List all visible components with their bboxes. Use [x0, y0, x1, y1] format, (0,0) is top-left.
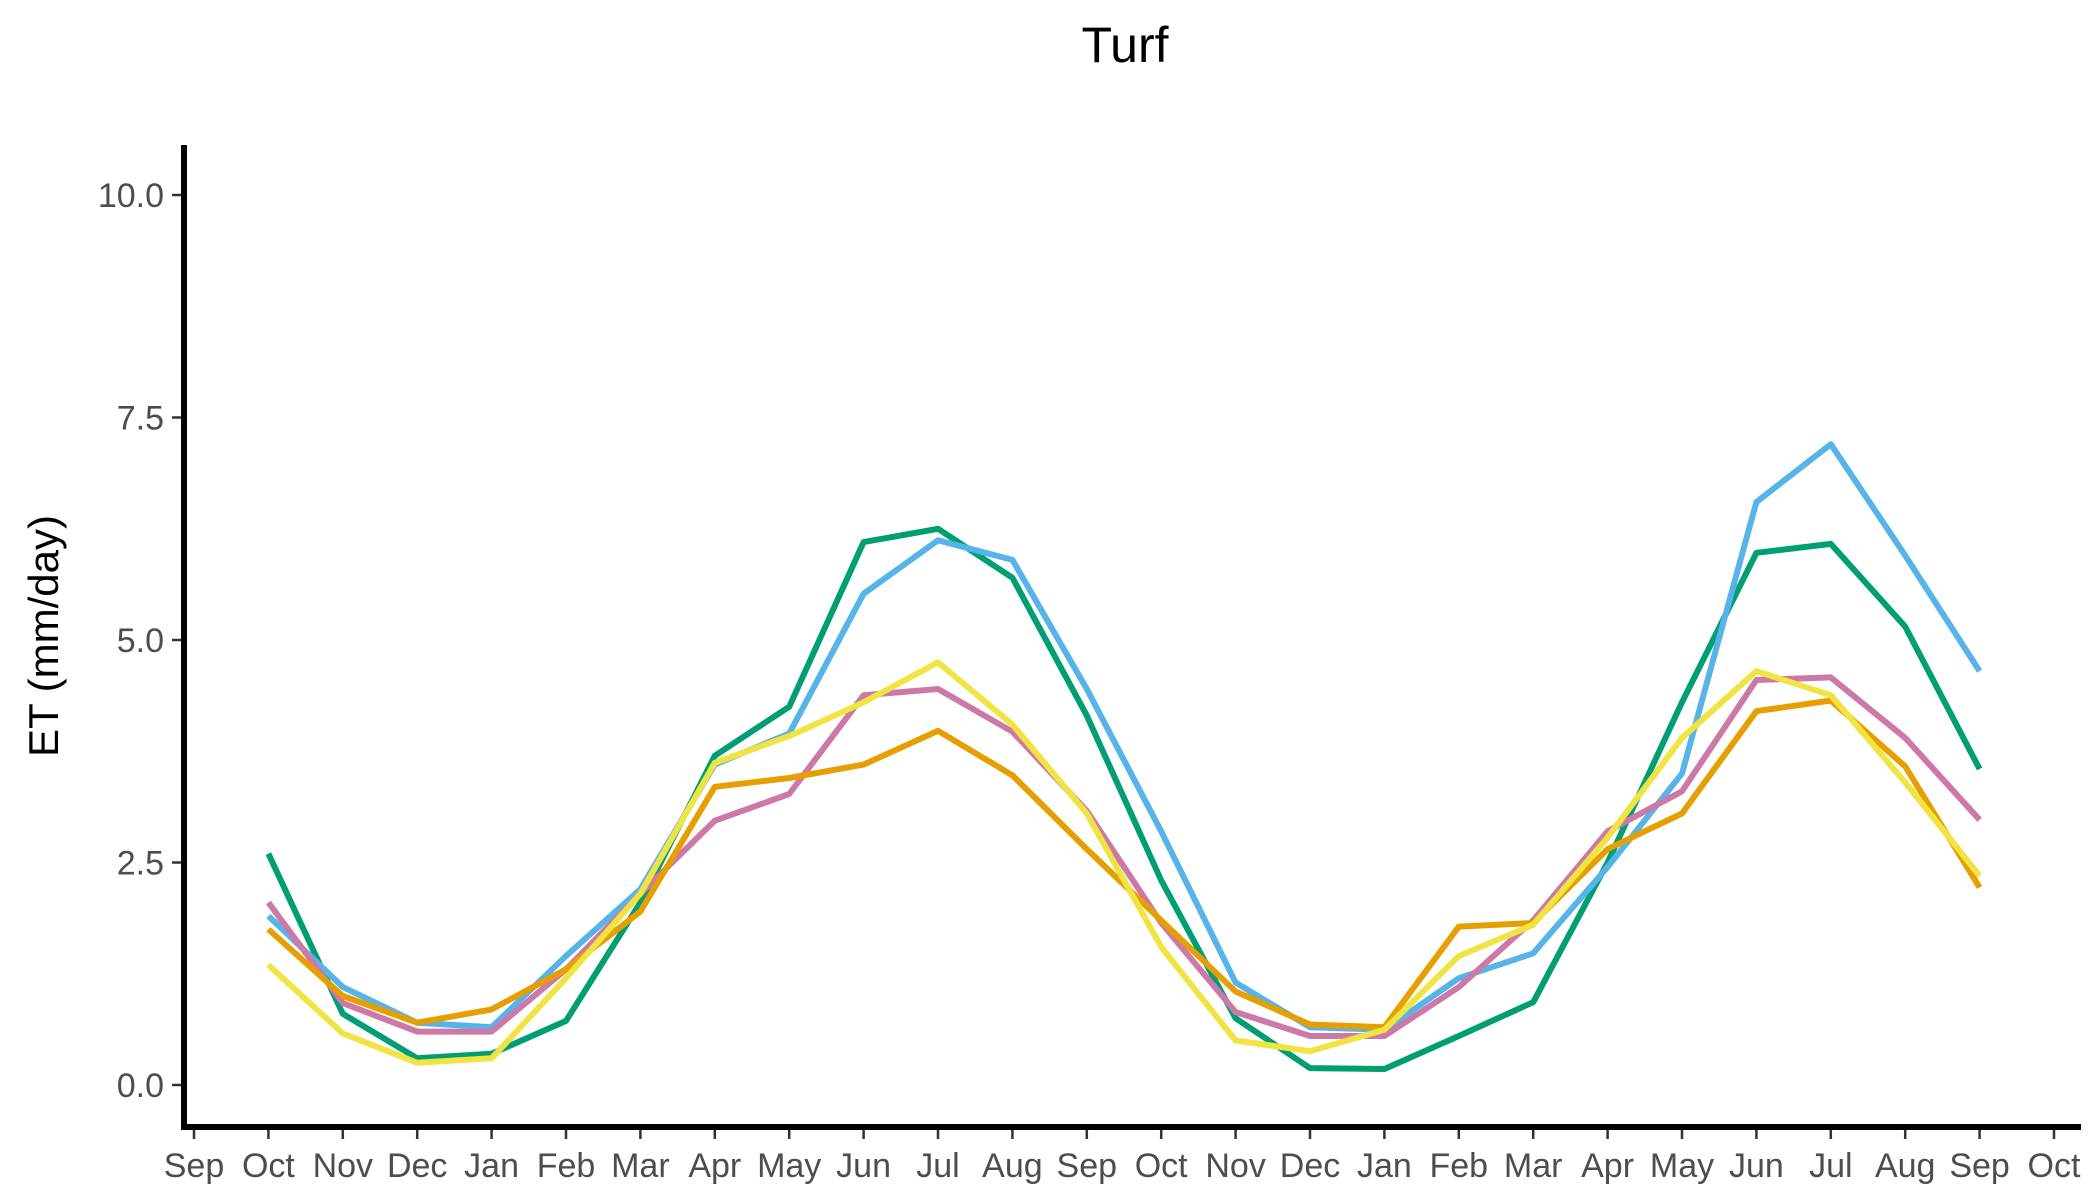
series-line-2	[266, 441, 1983, 1033]
x-tick-label: Jun	[1729, 1147, 1784, 1185]
y-tick-label: 7.5	[117, 400, 164, 438]
chart-title: Turf	[1081, 17, 1168, 73]
x-tick-label: Oct	[242, 1147, 295, 1185]
x-tick-label: Jul	[1809, 1147, 1852, 1185]
x-tick-label: Feb	[1430, 1147, 1489, 1185]
x-tick-label: Jan	[1357, 1147, 1412, 1185]
x-tick-label: May	[757, 1147, 821, 1185]
x-tick-label: Sep	[1057, 1147, 1118, 1185]
x-tick-label: Oct	[2028, 1147, 2081, 1185]
series-line-5	[266, 659, 1982, 1066]
x-tick-label: Jul	[916, 1147, 959, 1185]
x-tick-label: Nov	[1205, 1147, 1265, 1185]
x-axis-ticks: Sep Oct Nov Dec Jan Feb Mar Apr May Jun Jul Aug Sep O…	[164, 1127, 2081, 1185]
y-tick-label: 10.0	[98, 177, 164, 215]
x-tick-label: Dec	[387, 1147, 447, 1185]
series-line-1	[265, 525, 1983, 1072]
series-line-3	[265, 674, 1982, 1039]
x-tick-label: Jan	[464, 1147, 519, 1185]
x-tick-label: Nov	[313, 1147, 373, 1185]
x-tick-label: Feb	[537, 1147, 596, 1185]
y-tick-label: 2.5	[117, 845, 164, 883]
x-tick-label: May	[1650, 1147, 1714, 1185]
x-tick-label: Oct	[1135, 1147, 1188, 1185]
y-axis-ticks: 0.0 2.5 5.0 7.5 10.0	[98, 177, 184, 1105]
x-tick-label: Apr	[688, 1147, 741, 1185]
y-tick-label: 5.0	[117, 622, 164, 660]
y-axis-label: ET (mm/day)	[20, 515, 67, 757]
x-tick-label: Aug	[1875, 1147, 1936, 1185]
y-tick-label: 0.0	[117, 1067, 164, 1105]
x-tick-label: Mar	[611, 1147, 670, 1185]
x-tick-label: Aug	[982, 1147, 1043, 1185]
x-tick-label: Dec	[1280, 1147, 1340, 1185]
x-tick-label: Jun	[836, 1147, 891, 1185]
x-tick-label: Sep	[164, 1147, 225, 1185]
x-tick-label: Apr	[1581, 1147, 1634, 1185]
series-lines	[265, 441, 1983, 1072]
x-tick-label: Sep	[1949, 1147, 2010, 1185]
x-tick-label: Mar	[1504, 1147, 1563, 1185]
